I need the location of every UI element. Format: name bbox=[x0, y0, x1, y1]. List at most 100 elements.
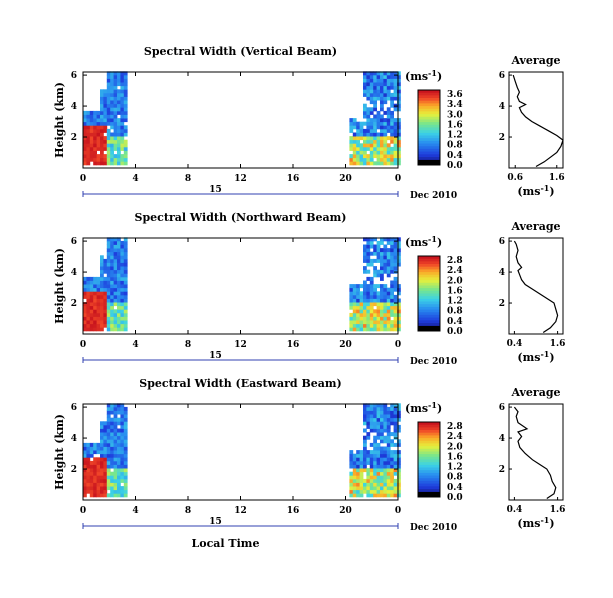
x-tick-label: 16 bbox=[287, 340, 300, 350]
heatmap-cell bbox=[356, 302, 360, 307]
heatmap-cell bbox=[359, 486, 364, 491]
heatmap-cell bbox=[393, 482, 398, 487]
profile-x-tick-label: 0.6 bbox=[507, 173, 523, 183]
colorbar-segment bbox=[418, 301, 440, 305]
heatmap-cell bbox=[100, 92, 104, 97]
heatmap-cell bbox=[89, 136, 94, 141]
heatmap-cell bbox=[110, 446, 114, 451]
heatmap-cell bbox=[390, 280, 394, 285]
heatmap-cell bbox=[113, 406, 118, 411]
heatmap-cell bbox=[390, 96, 394, 101]
heatmap-cell bbox=[103, 453, 108, 458]
heatmap-cell bbox=[120, 291, 125, 296]
heatmap-cell bbox=[103, 446, 108, 451]
heatmap-cell bbox=[110, 424, 114, 429]
heatmap-cell bbox=[359, 316, 364, 321]
heatmap-cell bbox=[123, 132, 128, 137]
heatmap-cell bbox=[110, 118, 114, 123]
heatmap-cell bbox=[393, 161, 398, 166]
heatmap-cell bbox=[390, 302, 394, 307]
heatmap-cell bbox=[376, 471, 381, 476]
heatmap-cell bbox=[366, 287, 371, 292]
heatmap-cell bbox=[106, 244, 111, 249]
heatmap-cell bbox=[376, 294, 381, 299]
heatmap-cell bbox=[393, 421, 398, 426]
heatmap-cell bbox=[86, 471, 91, 476]
heatmap-cell bbox=[373, 146, 377, 151]
heatmap-cell bbox=[397, 71, 401, 76]
heatmap-cell bbox=[366, 161, 371, 166]
heatmap-cell bbox=[123, 309, 128, 314]
heatmap-cell bbox=[363, 154, 367, 159]
colorbar-segment bbox=[418, 119, 440, 123]
heatmap-cell bbox=[369, 482, 374, 487]
heatmap-cell bbox=[363, 255, 367, 260]
heatmap-cell bbox=[359, 294, 364, 299]
heatmap-cell bbox=[117, 406, 121, 411]
heatmap-cell bbox=[366, 460, 371, 465]
heatmap-cell bbox=[383, 305, 388, 310]
heatmap-cell bbox=[100, 478, 104, 483]
heatmap-cell bbox=[393, 74, 398, 79]
heatmap-cell bbox=[117, 284, 121, 289]
heatmap-cell bbox=[366, 291, 371, 296]
heatmap-cell bbox=[120, 107, 125, 112]
heatmap-cell bbox=[83, 121, 87, 126]
heatmap-cell bbox=[120, 89, 125, 94]
heatmap-cell bbox=[386, 493, 391, 498]
heatmap-cell bbox=[83, 118, 87, 123]
heatmap-cell bbox=[100, 291, 104, 296]
profile-x-label: (ms-1) bbox=[517, 349, 554, 364]
heatmap-cell bbox=[117, 269, 121, 274]
heatmap-cell bbox=[83, 457, 87, 462]
heatmap-cell bbox=[376, 446, 381, 451]
heatmap-cell bbox=[369, 417, 374, 422]
colorbar-tick-label: 3.4 bbox=[447, 100, 463, 110]
heatmap-cell bbox=[380, 428, 384, 433]
heatmap-cell bbox=[93, 486, 97, 491]
heatmap-cell bbox=[96, 128, 101, 133]
heatmap-cell bbox=[356, 450, 360, 455]
colorbar-segment bbox=[418, 108, 440, 112]
heatmap-cell bbox=[106, 327, 111, 332]
heatmap-cell bbox=[89, 139, 94, 144]
heatmap-cell bbox=[349, 291, 354, 296]
heatmap-cell bbox=[393, 276, 398, 281]
heatmap-cell bbox=[123, 154, 128, 159]
heatmap-cell bbox=[397, 240, 401, 245]
heatmap-cell bbox=[356, 157, 360, 162]
heatmap-cell bbox=[363, 291, 367, 296]
heatmap-cell bbox=[390, 146, 394, 151]
heatmap-cell bbox=[93, 478, 97, 483]
heatmap-cell bbox=[386, 305, 391, 310]
heatmap-cell bbox=[123, 255, 128, 260]
heatmap-cell bbox=[376, 121, 381, 126]
heatmap-cell bbox=[386, 410, 391, 415]
heatmap-cell bbox=[117, 435, 121, 440]
heatmap-cell bbox=[390, 453, 394, 458]
heatmap-cell bbox=[397, 128, 401, 133]
heatmap-cell bbox=[120, 302, 125, 307]
heatmap-cell bbox=[106, 460, 111, 465]
heatmap-cell bbox=[397, 406, 401, 411]
colorbar-segment bbox=[418, 314, 440, 319]
heatmap-cell bbox=[383, 89, 388, 94]
profile-y-tick-label: 6 bbox=[499, 403, 505, 413]
heatmap-cell bbox=[113, 417, 118, 422]
heatmap-cell bbox=[369, 74, 374, 79]
heatmap-cell bbox=[397, 417, 401, 422]
heatmap-cell bbox=[383, 110, 388, 115]
heatmap-cell bbox=[393, 266, 398, 271]
heatmap-cell bbox=[86, 320, 91, 325]
heatmap-cell bbox=[96, 478, 101, 483]
heatmap-cell bbox=[369, 154, 374, 159]
heatmap-cell bbox=[113, 157, 118, 162]
heatmap-cell bbox=[110, 146, 114, 151]
heatmap-cell bbox=[106, 471, 111, 476]
heatmap-cell bbox=[369, 471, 374, 476]
heatmap-cell bbox=[113, 78, 118, 83]
heatmap-cell bbox=[369, 125, 374, 130]
heatmap-cell bbox=[110, 464, 114, 469]
heatmap-cell bbox=[106, 453, 111, 458]
heatmap-cell bbox=[123, 471, 128, 476]
